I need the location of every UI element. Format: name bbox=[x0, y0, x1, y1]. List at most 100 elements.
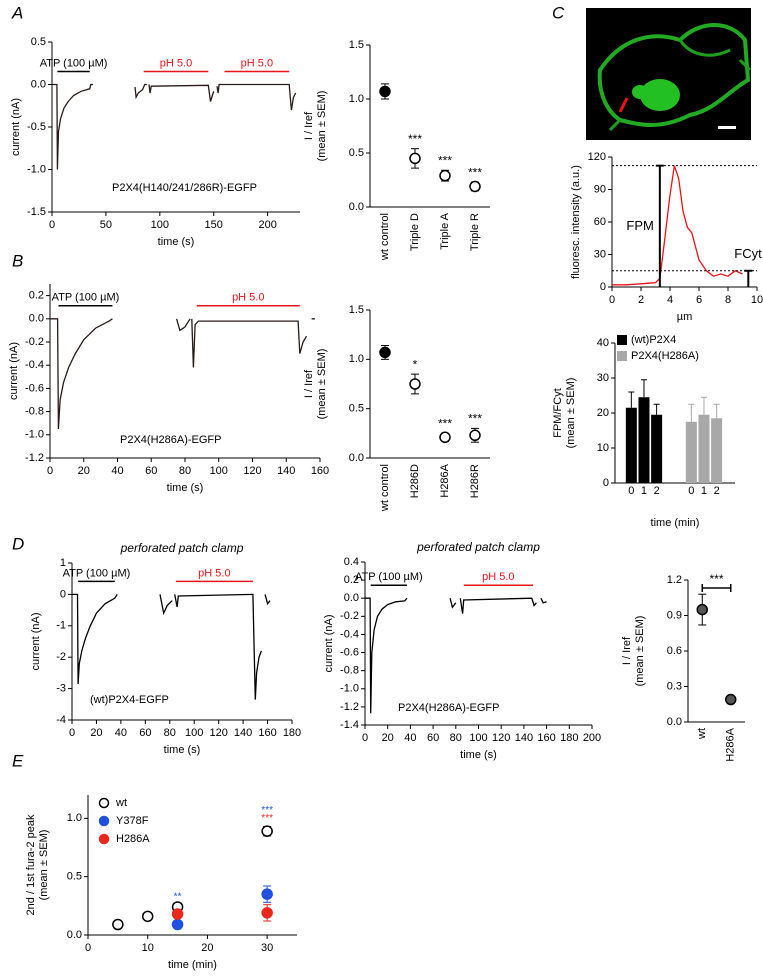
y-tick-label: 0.2 bbox=[344, 574, 359, 586]
significance: *** bbox=[261, 805, 273, 816]
y-tick-label: -1.0 bbox=[25, 429, 44, 441]
x-tick-label: 120 bbox=[209, 727, 227, 739]
x-tick-label: 100 bbox=[185, 727, 203, 739]
x-tick-label: 6 bbox=[696, 294, 702, 306]
y-tick-label: 0.6 bbox=[667, 645, 682, 657]
x-tick-label: 0 bbox=[47, 465, 53, 477]
y-tick-label: 0.0 bbox=[344, 592, 359, 604]
panel-label: B bbox=[12, 251, 23, 270]
cell-vesicle bbox=[632, 85, 648, 99]
x-tick-label: 160 bbox=[537, 732, 555, 744]
y-tick-label: 90 bbox=[594, 183, 606, 195]
legend-swatch bbox=[617, 351, 627, 361]
y-tick-label: 1.2 bbox=[667, 574, 682, 586]
x-tick-label: 50 bbox=[100, 219, 112, 231]
point bbox=[469, 429, 481, 442]
x-axis-label: µm bbox=[677, 311, 693, 323]
y-tick-label: -1.2 bbox=[25, 452, 44, 464]
x-tick-label: 40 bbox=[404, 732, 416, 744]
y-axis-label: current (nA) bbox=[8, 342, 20, 400]
significance: *** bbox=[468, 412, 482, 426]
legend-marker bbox=[98, 797, 110, 809]
legend-swatch bbox=[617, 335, 627, 345]
x-tick-label: 150 bbox=[205, 219, 223, 231]
x-tick-label: 0 bbox=[85, 942, 91, 954]
y-tick-label: -0.2 bbox=[25, 336, 44, 348]
x-tick-label: 80 bbox=[164, 727, 176, 739]
significance: * bbox=[413, 357, 418, 371]
point bbox=[141, 910, 154, 923]
x-tick-label: 4 bbox=[667, 294, 673, 306]
y-tick-label: -3 bbox=[56, 683, 66, 695]
x-tick-label: 200 bbox=[583, 732, 601, 744]
y-tick-label: 0.5 bbox=[67, 871, 82, 883]
y-tick-label: 0 bbox=[600, 281, 606, 293]
cell-body bbox=[640, 79, 680, 111]
x-tick-label: 120 bbox=[492, 732, 510, 744]
y-tick-label: 0.5 bbox=[31, 36, 46, 48]
y-tick-label: 30 bbox=[597, 372, 609, 384]
trace-label: P2X4(H286A)-EGFP bbox=[120, 434, 221, 446]
x-tick-label: wt control bbox=[379, 464, 391, 512]
y-tick-label: 0.5 bbox=[349, 147, 364, 159]
y-tick-label: 1 bbox=[60, 557, 66, 569]
point bbox=[379, 346, 391, 359]
bar bbox=[685, 421, 697, 483]
x-tick-label: 60 bbox=[139, 727, 151, 739]
y-tick-label: 10 bbox=[597, 442, 609, 454]
x-tick-label: 60 bbox=[427, 732, 439, 744]
bar bbox=[698, 414, 710, 483]
x-axis-label: time (s) bbox=[167, 482, 204, 494]
x-tick-label: 140 bbox=[234, 727, 252, 739]
y-tick-label: 0.3 bbox=[667, 680, 682, 692]
significance: *** bbox=[261, 813, 273, 824]
x-tick-label: 200 bbox=[258, 219, 276, 231]
x-tick-label: 40 bbox=[111, 465, 123, 477]
y-tick-label: -1.5 bbox=[27, 206, 46, 218]
y-axis-label: (mean ± SEM) bbox=[38, 830, 50, 901]
chart-title: perforated patch clamp bbox=[416, 540, 540, 554]
y-axis-label: I / Iref bbox=[303, 369, 315, 398]
chart-title: perforated patch clamp bbox=[120, 541, 244, 555]
x-axis-label: time (s) bbox=[158, 236, 195, 248]
trace-label: (wt)P2X4-EGFP bbox=[90, 694, 169, 706]
y-tick-label: 0.2 bbox=[29, 290, 44, 302]
x-tick-label: 80 bbox=[450, 732, 462, 744]
x-tick-label: 80 bbox=[179, 465, 191, 477]
x-axis-label: time (s) bbox=[164, 744, 201, 756]
y-tick-label: -1.0 bbox=[27, 163, 46, 175]
y-axis-label: (mean ± SEM) bbox=[634, 616, 646, 687]
point bbox=[171, 918, 184, 931]
x-tick-label: 60 bbox=[145, 465, 157, 477]
y-axis-label: current (nA) bbox=[323, 614, 335, 672]
y-axis-label: FPM/FCyt bbox=[552, 388, 564, 438]
x-tick-label: 100 bbox=[210, 465, 228, 477]
y-tick-label: 0.0 bbox=[67, 929, 82, 941]
x-tick-label: 30 bbox=[261, 942, 273, 954]
x-tick-label: 8 bbox=[725, 294, 731, 306]
marker-label: FPM bbox=[626, 218, 653, 233]
y-tick-label: 0 bbox=[60, 588, 66, 600]
trace bbox=[612, 165, 743, 286]
x-tick-label: 180 bbox=[283, 727, 301, 739]
x-tick-label: 140 bbox=[515, 732, 533, 744]
x-tick-label: H286D bbox=[409, 464, 421, 498]
trace-label: P2X4(H140/241/286R)-EGFP bbox=[112, 182, 257, 194]
legend-label: P2X4(H286A) bbox=[631, 350, 699, 362]
point bbox=[171, 908, 184, 920]
x-tick-label: H286A bbox=[725, 727, 737, 761]
point bbox=[409, 152, 421, 165]
point bbox=[261, 907, 273, 919]
y-tick-label: -4 bbox=[56, 714, 66, 726]
trace bbox=[365, 597, 547, 714]
y-axis-label: (mean ± SEM) bbox=[316, 91, 328, 162]
y-tick-label: 1.5 bbox=[349, 304, 364, 316]
y-axis-label: (mean ± SEM) bbox=[565, 378, 577, 449]
x-tick-label: 0 bbox=[49, 219, 55, 231]
trace bbox=[50, 318, 315, 430]
y-tick-label: 0 bbox=[603, 477, 609, 489]
y-tick-label: 1.0 bbox=[349, 93, 364, 105]
x-tick-label: 20 bbox=[201, 942, 213, 954]
point bbox=[379, 85, 391, 98]
x-tick-label: 0 bbox=[362, 732, 368, 744]
